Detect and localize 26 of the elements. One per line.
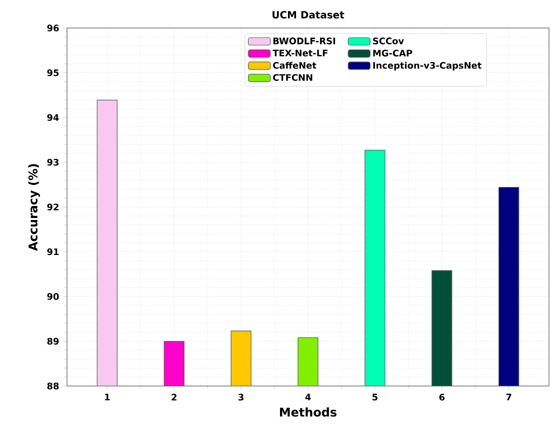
legend-label: TEX-Net-LF: [272, 50, 328, 56]
y-tick-label: 93: [47, 158, 59, 166]
x-axis-title: Methods: [280, 407, 336, 417]
y-tick-label: 92: [47, 204, 58, 210]
x-tick-label: 6: [439, 394, 445, 401]
y-tick-label: 88: [47, 382, 59, 390]
legend-label: MG-CAP: [373, 50, 412, 56]
x-tick-label: 1: [105, 394, 110, 400]
y-tick-label: 91: [47, 248, 59, 256]
y-tick-label: 94: [47, 114, 59, 121]
legend-label: SCCov: [373, 38, 404, 44]
chart-title: UCM Dataset: [272, 10, 344, 19]
y-tick-label: 90: [47, 293, 59, 300]
x-tick-label: 2: [172, 394, 176, 400]
x-tick-label: 7: [506, 394, 512, 400]
legend-label: CTFCNN: [273, 74, 312, 81]
y-tick-label: 89: [47, 338, 59, 345]
x-tick-label: 4: [305, 394, 311, 400]
legend-label: CaffeNet: [273, 62, 316, 69]
legend-label: Inception-v3-CapsNet: [373, 62, 482, 70]
y-tick-label: 95: [47, 69, 59, 76]
legend-label: BWODLF-RSI: [273, 38, 336, 44]
y-tick-label: 96: [47, 24, 59, 32]
x-tick-label: 3: [238, 394, 244, 401]
x-tick-label: 5: [372, 394, 378, 400]
y-axis-title: Accuracy (%): [28, 164, 40, 251]
